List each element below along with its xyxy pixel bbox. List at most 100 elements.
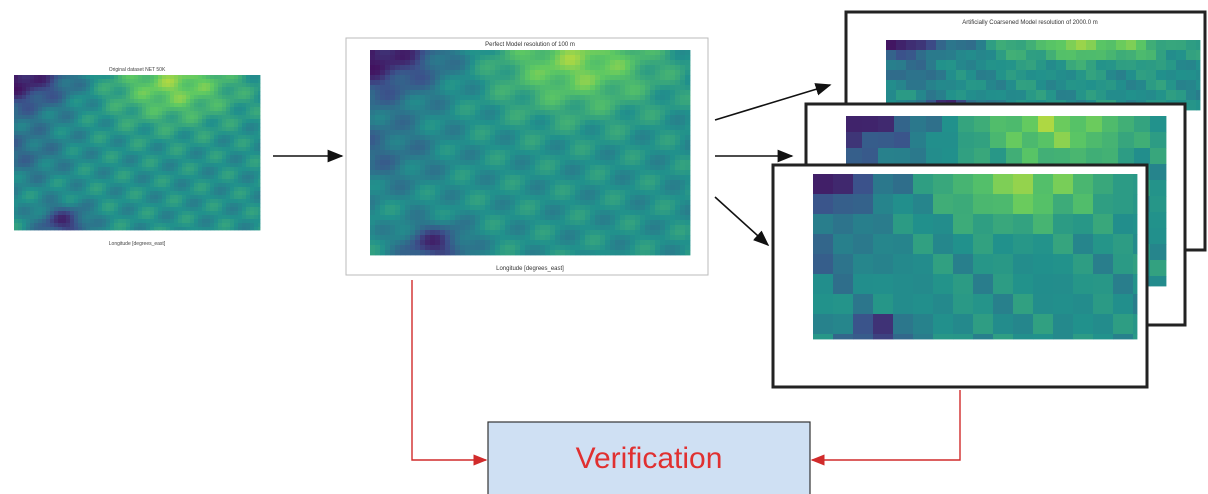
heatmap-cell xyxy=(62,215,66,219)
heatmap-cell xyxy=(933,234,953,254)
heatmap-cell xyxy=(535,130,540,135)
heatmap-cell xyxy=(30,103,34,107)
heatmap-cell xyxy=(495,130,500,135)
heatmap-cell xyxy=(130,227,134,230)
heatmap-cell xyxy=(390,155,395,160)
heatmap-cell xyxy=(470,195,475,200)
heatmap-cell xyxy=(485,155,490,160)
heatmap-cell xyxy=(62,207,66,211)
heatmap-cell xyxy=(70,131,74,135)
heatmap-cell xyxy=(615,75,620,80)
heatmap-cell xyxy=(70,195,74,199)
heatmap-cell xyxy=(182,135,186,139)
heatmap-cell xyxy=(110,175,114,179)
heatmap-cell xyxy=(425,200,430,205)
heatmap-cell xyxy=(680,150,685,155)
heatmap-cell xyxy=(94,123,98,127)
heatmap-cell xyxy=(640,160,645,165)
heatmap-cell xyxy=(495,55,500,60)
heatmap-cell xyxy=(1033,234,1053,254)
heatmap-cell xyxy=(146,215,150,219)
heatmap-cell xyxy=(98,143,102,147)
heatmap-cell xyxy=(445,180,450,185)
heatmap-cell xyxy=(82,119,86,123)
heatmap-cell xyxy=(174,139,178,143)
heatmap-cell xyxy=(660,85,665,90)
heatmap-cell xyxy=(415,55,420,60)
heatmap-cell xyxy=(42,95,46,99)
heatmap-cell xyxy=(90,187,94,191)
heatmap-cell xyxy=(410,65,415,70)
heatmap-cell xyxy=(22,107,26,111)
heatmap-cell xyxy=(142,79,146,83)
heatmap-cell xyxy=(166,179,170,183)
heatmap-cell xyxy=(625,135,630,140)
heatmap-cell xyxy=(615,70,620,75)
heatmap-cell xyxy=(425,195,430,200)
heatmap-cell xyxy=(94,103,98,107)
heatmap-cell xyxy=(936,40,946,50)
heatmap-cell xyxy=(198,79,202,83)
heatmap-cell xyxy=(34,131,38,135)
heatmap-cell xyxy=(158,119,162,123)
heatmap-cell xyxy=(70,135,74,139)
heatmap-cell xyxy=(178,207,182,211)
heatmap-cell xyxy=(166,131,170,135)
heatmap-cell xyxy=(118,159,122,163)
heatmap-cell xyxy=(182,91,186,95)
heatmap-cell xyxy=(126,139,130,143)
heatmap-cell xyxy=(50,151,54,155)
heatmap-cell xyxy=(250,123,254,127)
heatmap-cell xyxy=(258,135,260,139)
heatmap-cell xyxy=(138,175,142,179)
heatmap-cell xyxy=(210,131,214,135)
heatmap-cell xyxy=(1116,40,1126,50)
heatmap-cell xyxy=(670,65,675,70)
heatmap-cell xyxy=(54,227,58,230)
heatmap-cell xyxy=(218,83,222,87)
heatmap-cell xyxy=(106,219,110,223)
heatmap-cell xyxy=(210,195,214,199)
heatmap-cell xyxy=(1046,80,1056,90)
heatmap-cell xyxy=(86,103,90,107)
heatmap-cell xyxy=(178,139,182,143)
heatmap-cell xyxy=(86,111,90,115)
heatmap-cell xyxy=(222,83,226,87)
heatmap-cell xyxy=(234,135,238,139)
heatmap-cell xyxy=(166,79,170,83)
heatmap-cell xyxy=(660,75,665,80)
heatmap-cell xyxy=(34,163,38,167)
heatmap-cell xyxy=(162,139,166,143)
heatmap-cell xyxy=(254,147,258,151)
heatmap-cell xyxy=(680,165,685,170)
heatmap-cell xyxy=(254,155,258,159)
heatmap-cell xyxy=(650,175,655,180)
heatmap-cell xyxy=(520,200,525,205)
heatmap-cell xyxy=(675,155,680,160)
heatmap-cell xyxy=(565,140,570,145)
heatmap-cell xyxy=(1113,294,1133,314)
heatmap-cell xyxy=(14,143,18,147)
heatmap-cell xyxy=(620,70,625,75)
heatmap-cell xyxy=(590,185,595,190)
heatmap-cell xyxy=(410,70,415,75)
heatmap-cell xyxy=(625,95,630,100)
heatmap-cell xyxy=(450,95,455,100)
heatmap-cell xyxy=(1134,132,1150,148)
heatmap-cell xyxy=(94,95,98,99)
heatmap-cell xyxy=(78,155,82,159)
heatmap-cell xyxy=(475,185,480,190)
heatmap-cell xyxy=(70,199,74,203)
heatmap-cell xyxy=(230,223,234,227)
heatmap-cell xyxy=(190,143,194,147)
heatmap-cell xyxy=(178,131,182,135)
heatmap-cell xyxy=(645,120,650,125)
heatmap-cell xyxy=(565,70,570,75)
heatmap-cell xyxy=(254,135,258,139)
heatmap-cell xyxy=(98,91,102,95)
heatmap-cell xyxy=(530,185,535,190)
heatmap-cell xyxy=(86,223,90,227)
heatmap-cell xyxy=(258,107,260,111)
heatmap-cell xyxy=(415,185,420,190)
heatmap-cell xyxy=(66,191,70,195)
